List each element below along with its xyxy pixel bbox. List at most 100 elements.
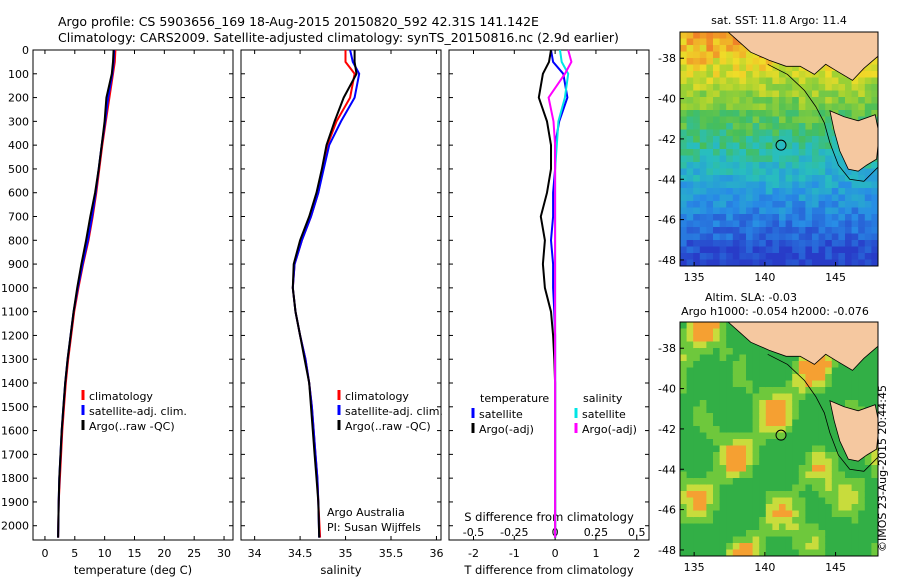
map-cell — [752, 419, 760, 427]
map-cell — [831, 478, 839, 486]
map-cell — [765, 90, 773, 98]
map-cell — [779, 162, 787, 170]
map-cell — [851, 491, 859, 499]
map-cell — [759, 445, 767, 453]
map-cell — [719, 543, 727, 551]
map-cell — [779, 181, 787, 189]
map-cell — [812, 142, 820, 150]
map-cell — [805, 253, 813, 261]
x-tick-label: -2 — [468, 547, 479, 560]
map-cell — [812, 432, 820, 440]
map-cell — [785, 406, 793, 414]
map-cell — [732, 97, 740, 105]
map-cell — [825, 227, 833, 235]
map-cell — [732, 517, 740, 525]
map-cell — [739, 220, 747, 228]
map-cell — [713, 45, 721, 53]
map-cell — [812, 136, 820, 144]
map-cell — [838, 253, 846, 261]
map-cell — [871, 497, 878, 505]
map-cell — [693, 523, 701, 531]
map-cell — [713, 426, 721, 434]
map-cell — [779, 64, 787, 72]
map-cell — [812, 71, 820, 79]
map-cell — [739, 116, 747, 124]
map-cell — [779, 530, 787, 538]
map-cell — [812, 387, 820, 395]
map-cell — [746, 116, 754, 124]
map-cell — [732, 341, 740, 349]
map-cell — [726, 530, 734, 538]
map-cell — [699, 497, 707, 505]
map-cell — [686, 201, 694, 209]
map-cell — [759, 188, 767, 196]
map-cell — [759, 155, 767, 163]
map-cell — [752, 116, 760, 124]
map-cell — [699, 240, 707, 248]
map-cell — [772, 136, 780, 144]
map-cell — [765, 426, 773, 434]
map-cell — [726, 484, 734, 492]
map-cell — [739, 452, 747, 460]
map-cell — [706, 419, 714, 427]
map-cell — [825, 142, 833, 150]
map-cell — [838, 162, 846, 170]
map-cell — [785, 181, 793, 189]
map-cell — [838, 484, 846, 492]
map-frame — [679, 31, 879, 267]
map-cell — [726, 465, 734, 473]
map-cell — [871, 354, 878, 362]
map-cell — [726, 354, 734, 362]
map-cell — [805, 445, 813, 453]
map-cell — [772, 188, 780, 196]
map-cell — [818, 201, 826, 209]
map-cell — [785, 175, 793, 183]
map-cell — [719, 536, 727, 544]
map-cell — [785, 64, 793, 72]
map-cell — [746, 543, 754, 551]
map-cell — [752, 413, 760, 421]
map-cell — [719, 64, 727, 72]
map-cell — [779, 400, 787, 408]
map-cell — [818, 445, 826, 453]
map-cell — [864, 471, 872, 479]
map-cell — [680, 233, 688, 241]
map-cell — [805, 549, 813, 556]
map-cell — [713, 201, 721, 209]
map-cell — [812, 445, 820, 453]
map-cell — [693, 387, 701, 395]
map-cell — [805, 471, 813, 479]
map-cell — [831, 445, 839, 453]
map-cell — [858, 374, 866, 382]
map-cell — [759, 543, 767, 551]
map-cell — [680, 162, 688, 170]
map-cell — [739, 387, 747, 395]
map-cell — [812, 510, 820, 518]
map-cell — [706, 543, 714, 551]
map-cell — [713, 497, 721, 505]
map-cell — [739, 58, 747, 66]
map-cell — [785, 465, 793, 473]
map-cell — [719, 426, 727, 434]
map-cell — [871, 71, 878, 79]
map-cell — [759, 90, 767, 98]
map-cell — [792, 116, 800, 124]
map-cell — [680, 458, 688, 466]
map-cell — [713, 38, 721, 46]
y-tick-label: 900 — [8, 258, 29, 271]
map-cell — [680, 517, 688, 525]
mainland-coast — [727, 32, 878, 81]
map-cell — [719, 110, 727, 118]
map-cell — [719, 471, 727, 479]
map-cell — [792, 549, 800, 556]
map-cell — [838, 517, 846, 525]
map-cell — [706, 549, 714, 556]
map-cell — [706, 246, 714, 254]
map-cell — [732, 374, 740, 382]
map-cell — [805, 149, 813, 157]
map-cell — [739, 162, 747, 170]
map-cell — [798, 523, 806, 531]
map-cell — [779, 497, 787, 505]
map-cell — [752, 227, 760, 235]
map-cell — [713, 97, 721, 105]
